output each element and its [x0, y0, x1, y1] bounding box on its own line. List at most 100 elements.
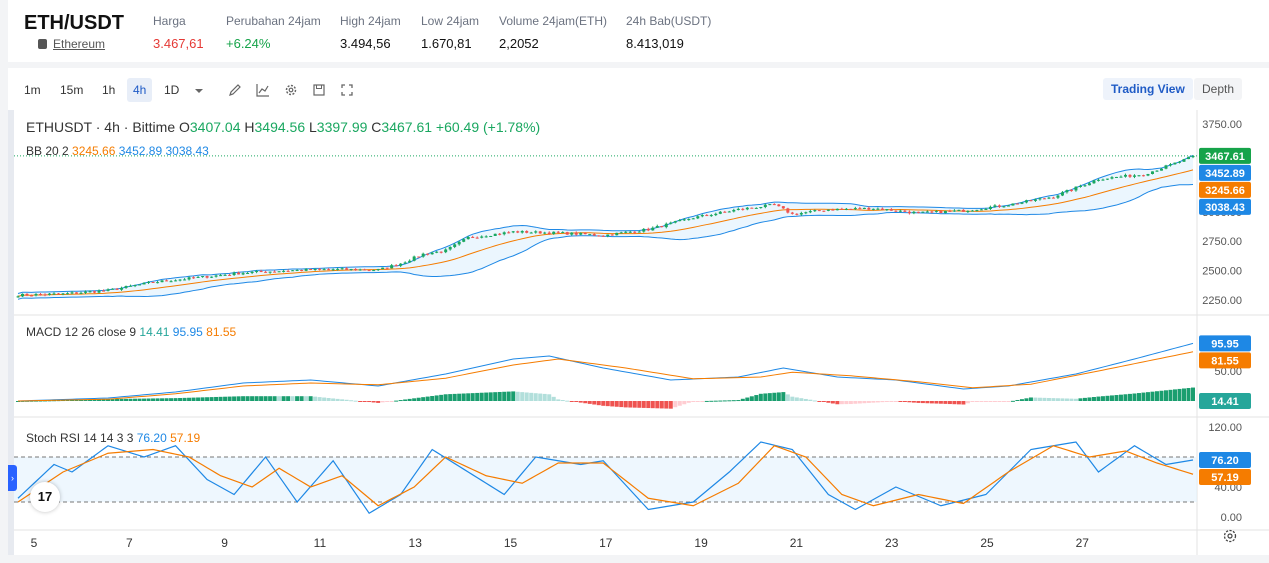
macd-histogram-bar: [250, 396, 255, 401]
macd-histogram-bar: [412, 398, 417, 401]
rsi-label-tag: [1199, 469, 1251, 485]
tradingview-logo: 17: [30, 482, 60, 512]
candle-body: [975, 209, 979, 211]
legend-part: ETHUSDT · 4h · Bittime: [26, 119, 179, 135]
interval-4h[interactable]: 4h: [127, 78, 153, 102]
settings-icon[interactable]: [1222, 528, 1238, 544]
coin-name[interactable]: Ethereum: [53, 37, 106, 51]
candle-body: [633, 231, 637, 233]
coin-link[interactable]: Ethereum: [38, 37, 105, 51]
legend-part: C: [367, 119, 381, 135]
candle-body: [345, 268, 349, 270]
macd-histogram-bar: [101, 399, 106, 401]
pair-title: ETH/USDT: [24, 12, 124, 34]
macd-label-text: 14.41: [1211, 396, 1239, 408]
trading-view-button[interactable]: Trading View: [1103, 78, 1193, 100]
price-chart[interactable]: 3750.003000.002750.002500.002250.003467.…: [8, 110, 1269, 555]
gear-icon[interactable]: [284, 83, 298, 97]
candle-body: [264, 271, 268, 273]
candle-body: [1110, 177, 1114, 179]
macd-histogram-bar: [488, 392, 493, 401]
candle-body: [1128, 174, 1132, 177]
macd-histogram-bar: [619, 401, 624, 408]
macd-histogram-bar: [857, 401, 862, 404]
candle-body: [187, 277, 191, 280]
macd-histogram-bar: [673, 401, 678, 408]
interval-15m[interactable]: 15m: [60, 83, 84, 97]
candle-body: [16, 296, 20, 298]
line-chart-icon[interactable]: [256, 83, 270, 97]
candle-body: [138, 284, 142, 286]
candle-body: [664, 223, 668, 228]
pencil-icon[interactable]: [228, 83, 242, 97]
macd-histogram-bar: [1127, 393, 1132, 401]
macd-label-text: 81.55: [1211, 355, 1239, 367]
candle-body: [30, 295, 34, 297]
fullscreen-icon[interactable]: [340, 83, 354, 97]
candle-body: [907, 211, 911, 214]
candle-body: [489, 235, 493, 237]
macd-histogram-bar: [1177, 388, 1182, 401]
save-icon[interactable]: [312, 83, 326, 97]
candle-body: [21, 293, 25, 297]
time-tick: 27: [1076, 536, 1090, 550]
candle-body: [471, 236, 475, 238]
bb-lower-line: [17, 183, 1194, 300]
macd-line: [17, 342, 1194, 402]
candle-body: [205, 276, 209, 278]
candle-body: [57, 293, 61, 295]
macd-histogram-bar: [920, 401, 925, 404]
candle-body: [1168, 164, 1172, 166]
macd-histogram-bar: [893, 401, 898, 402]
candle-body: [561, 232, 565, 234]
candle-body: [1065, 190, 1069, 193]
macd-histogram-bar: [416, 397, 421, 401]
candle-body: [259, 271, 263, 273]
candle-body: [183, 279, 187, 281]
candle-body: [1164, 165, 1168, 169]
collapse-handle[interactable]: ›: [8, 465, 17, 491]
macd-histogram-bar: [331, 398, 336, 401]
depth-button[interactable]: Depth: [1194, 78, 1243, 100]
candle-body: [250, 271, 254, 273]
candle-body: [520, 231, 524, 233]
macd-histogram-bar: [623, 401, 628, 408]
macd-histogram-bar: [592, 401, 597, 405]
macd-histogram-bar: [1046, 397, 1051, 401]
stat-1: Perubahan 24jam +6.24%: [226, 14, 321, 51]
macd-histogram-bar: [929, 401, 934, 404]
candle-body: [912, 211, 916, 214]
macd-histogram-bar: [551, 396, 556, 401]
candle-body: [903, 210, 907, 212]
candle-body: [831, 209, 835, 211]
candle-body: [408, 260, 412, 263]
candle-body: [1173, 162, 1177, 165]
chevron-down-icon[interactable]: [192, 83, 206, 97]
interval-1h[interactable]: 1h: [102, 83, 116, 97]
interval-1m[interactable]: 1m: [24, 83, 41, 97]
macd-histogram-bar: [866, 401, 871, 403]
macd-histogram-bar: [502, 391, 507, 401]
macd-histogram-bar: [574, 401, 579, 402]
macd-histogram-bar: [988, 401, 993, 402]
macd-histogram-bar: [1168, 389, 1173, 401]
candle-body: [637, 231, 641, 233]
macd-histogram-bar: [934, 401, 939, 404]
interval-1d[interactable]: 1D: [164, 83, 180, 97]
candle-body: [1002, 206, 1006, 208]
macd-histogram-bar: [254, 396, 259, 401]
macd-histogram-bar: [826, 401, 831, 403]
macd-histogram-bar: [137, 398, 142, 401]
macd-histogram-bar: [367, 401, 372, 403]
candle-body: [808, 211, 812, 213]
macd-histogram-bar: [884, 401, 889, 402]
macd-histogram-bar: [596, 401, 601, 406]
macd-histogram-bar: [124, 398, 129, 401]
time-tick: 13: [409, 536, 423, 550]
candle-body: [66, 293, 70, 295]
candle-body: [268, 271, 272, 273]
candle-body: [889, 209, 893, 211]
candle-body: [1191, 155, 1195, 158]
candle-body: [502, 232, 506, 235]
candle-body: [462, 239, 466, 242]
